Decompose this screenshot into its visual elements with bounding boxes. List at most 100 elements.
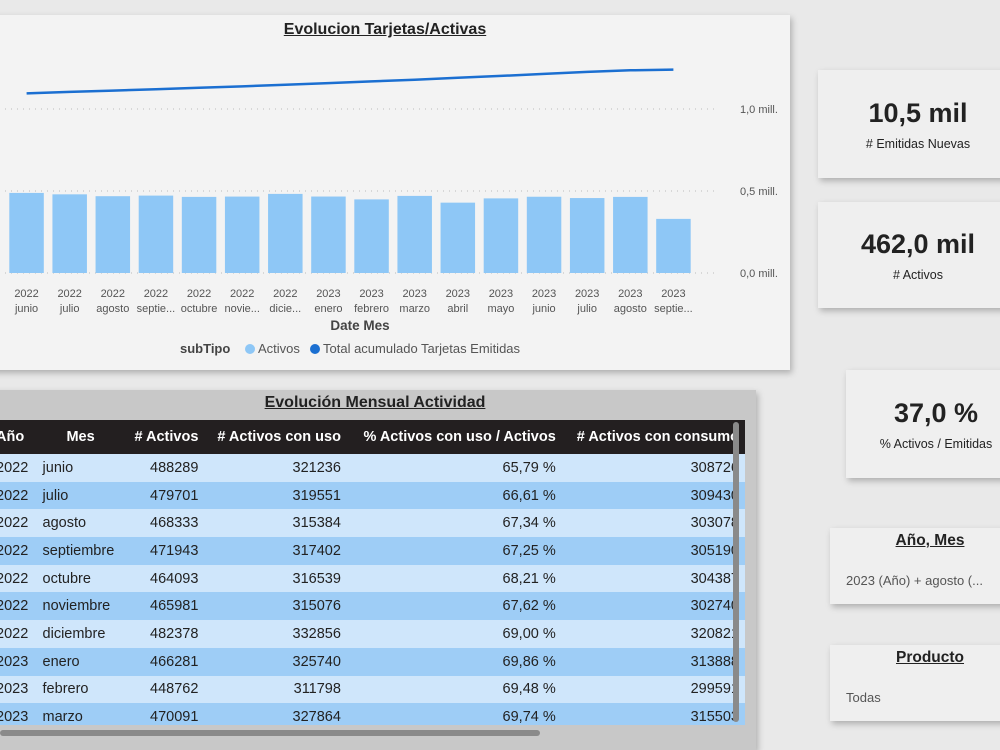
x-tick-year: 2022 bbox=[187, 288, 211, 300]
cell-activos-con-consumo: 320821 bbox=[561, 620, 745, 648]
x-tick-month: junio bbox=[14, 303, 38, 315]
cell-ano: 2022 bbox=[0, 592, 37, 621]
bar-activos bbox=[526, 196, 562, 273]
x-tick-month: abril bbox=[447, 303, 468, 315]
cell-mes: febrero bbox=[36, 675, 125, 704]
bar-activos bbox=[52, 194, 87, 273]
cell-mes: enero bbox=[36, 647, 125, 676]
table-row[interactable]: 2022 agosto 468333 315384 67,34 % 303078 bbox=[0, 509, 745, 538]
column-header-pct-activos-con-uso[interactable]: % Activos con uso / Activos bbox=[346, 420, 562, 454]
horizontal-scrollbar[interactable] bbox=[0, 730, 540, 736]
activity-table: Año Mes # Activos # Activos con uso % Ac… bbox=[0, 420, 745, 725]
cell-ano: 2022 bbox=[0, 509, 37, 538]
slicer-ano-mes[interactable]: Año, Mes 2023 (Año) + agosto (... bbox=[830, 528, 1000, 604]
kpi-label: # Emitidas Nuevas bbox=[865, 136, 971, 151]
kpi-card-activos-emitidas[interactable]: 37,0 % % Activos / Emitidas bbox=[846, 370, 1000, 478]
x-tick-month: marzo bbox=[399, 303, 430, 315]
column-header-activos[interactable]: # Activos bbox=[124, 420, 205, 454]
x-tick-month: octubre bbox=[181, 303, 218, 315]
cell-pct-activos-con-uso: 65,79 % bbox=[346, 454, 562, 482]
cell-ano: 2022 bbox=[0, 537, 37, 565]
cell-pct-activos-con-uso: 68,21 % bbox=[346, 564, 562, 593]
table-row[interactable]: 2022 julio 479701 319551 66,61 % 309430 bbox=[0, 481, 745, 510]
table-card[interactable]: Evolución Mensual Actividad Año Mes # Ac… bbox=[0, 390, 756, 750]
x-tick-year: 2023 bbox=[489, 288, 513, 300]
table-row[interactable]: 2022 noviembre 465981 315076 67,62 % 302740 bbox=[0, 592, 745, 621]
cell-ano: 2022 bbox=[0, 620, 37, 648]
cell-mes: marzo bbox=[36, 703, 125, 725]
x-tick-year: 2022 bbox=[273, 288, 297, 300]
chart-card[interactable]: Evolucion Tarjetas/Activas 0,0 mill. 0,5 … bbox=[0, 15, 790, 370]
cell-pct-activos-con-uso: 69,86 % bbox=[346, 647, 562, 676]
table-row[interactable]: 2023 marzo 470091 327864 69,74 % 315503 bbox=[0, 703, 745, 725]
cell-activos-con-uso: 316539 bbox=[204, 564, 347, 593]
bar-activos bbox=[138, 195, 174, 273]
cell-activos-con-consumo: 304387 bbox=[561, 564, 745, 593]
bar-activos bbox=[613, 196, 648, 273]
kpi-value: 10,5 mil bbox=[868, 97, 968, 128]
cell-mes: junio bbox=[36, 454, 125, 482]
cell-activos-con-uso: 325740 bbox=[204, 647, 347, 676]
legend-label-total: Total acumulado Tarjetas Emitidas bbox=[323, 341, 521, 356]
x-axis-label: Date Mes bbox=[330, 318, 389, 333]
x-tick-month: julio bbox=[576, 303, 597, 315]
cell-pct-activos-con-uso: 67,34 % bbox=[346, 509, 562, 538]
table-row[interactable]: 2022 septiembre 471943 317402 67,25 % 305190 bbox=[0, 537, 745, 565]
table-row[interactable]: 2023 enero 466281 325740 69,86 % 313888 bbox=[0, 647, 745, 676]
table-row[interactable]: 2022 octubre 464093 316539 68,21 % 304387 bbox=[0, 564, 745, 593]
bar-activos bbox=[181, 196, 217, 273]
cell-mes: agosto bbox=[36, 509, 125, 538]
cell-activos-con-consumo: 308726 bbox=[561, 454, 745, 482]
cell-activos: 466281 bbox=[124, 647, 205, 676]
column-header-activos-con-consumo[interactable]: # Activos con consumo bbox=[561, 420, 745, 454]
cell-ano: 2023 bbox=[0, 703, 37, 725]
x-tick-year: 2023 bbox=[532, 288, 556, 300]
cell-activos-con-consumo: 309430 bbox=[561, 481, 745, 510]
cell-mes: noviembre bbox=[36, 592, 125, 621]
kpi-label: % Activos / Emitidas bbox=[879, 436, 993, 451]
column-header-ano[interactable]: Año bbox=[0, 420, 37, 454]
table-viewport[interactable]: Año Mes # Activos # Activos con uso % Ac… bbox=[0, 420, 745, 725]
table-row[interactable]: 2023 febrero 448762 311798 69,48 % 299591 bbox=[0, 675, 745, 704]
x-tick-year: 2023 bbox=[575, 288, 599, 300]
table-row[interactable]: 2022 junio 488289 321236 65,79 % 308726 bbox=[0, 454, 745, 482]
cell-activos-con-uso: 315076 bbox=[204, 592, 347, 621]
column-header-activos-con-uso[interactable]: # Activos con uso bbox=[204, 420, 347, 454]
cell-mes: octubre bbox=[36, 564, 125, 593]
vertical-scrollbar[interactable] bbox=[733, 422, 739, 722]
x-tick-year: 2023 bbox=[402, 288, 426, 300]
cell-activos-con-uso: 311798 bbox=[204, 675, 347, 704]
cell-activos: 464093 bbox=[124, 564, 205, 593]
legend-title: subTipo bbox=[180, 341, 230, 356]
table-header-row: Año Mes # Activos # Activos con uso % Ac… bbox=[0, 420, 745, 454]
slicer-value[interactable]: Todas bbox=[846, 690, 881, 705]
x-tick-month: agosto bbox=[614, 303, 647, 315]
cell-activos-con-consumo: 313888 bbox=[561, 647, 745, 676]
legend-marker-total bbox=[310, 344, 320, 354]
bar-activos bbox=[224, 196, 260, 273]
bar-activos bbox=[268, 193, 303, 273]
chart-svg[interactable]: 0,0 mill. 0,5 mill. 1,0 mill. 2022 junio 2022… bbox=[0, 15, 790, 370]
slicer-value[interactable]: 2023 (Año) + agosto (... bbox=[846, 573, 983, 588]
table-row[interactable]: 2022 diciembre 482378 332856 69,00 % 320821 bbox=[0, 620, 745, 648]
cell-ano: 2023 bbox=[0, 647, 37, 676]
x-tick-year: 2023 bbox=[446, 288, 470, 300]
cell-mes: septiembre bbox=[36, 537, 125, 565]
cell-activos-con-uso: 327864 bbox=[204, 703, 347, 725]
cell-activos-con-consumo: 302740 bbox=[561, 592, 745, 621]
column-header-mes[interactable]: Mes bbox=[36, 420, 125, 454]
cell-activos-con-uso: 332856 bbox=[204, 620, 347, 648]
kpi-value: 37,0 % bbox=[893, 397, 979, 428]
cell-pct-activos-con-uso: 66,61 % bbox=[346, 481, 562, 510]
kpi-card-emitidas-nuevas[interactable]: 10,5 mil # Emitidas Nuevas bbox=[818, 70, 1000, 178]
kpi-card-activos[interactable]: 462,0 mil # Activos bbox=[818, 202, 1000, 308]
legend-marker-activos bbox=[245, 344, 255, 354]
slicer-producto[interactable]: Producto Todas bbox=[830, 645, 1000, 721]
bar-activos bbox=[354, 199, 389, 273]
bar-activos bbox=[397, 195, 432, 273]
cell-activos-con-consumo: 305190 bbox=[561, 537, 745, 565]
table-body: 2022 junio 488289 321236 65,79 % 308726 2022 ju… bbox=[0, 454, 745, 725]
chart-title: Evolucion Tarjetas/Activas bbox=[283, 21, 487, 38]
table-title: Evolución Mensual Actividad bbox=[264, 394, 486, 411]
cell-activos: 448762 bbox=[124, 675, 205, 704]
